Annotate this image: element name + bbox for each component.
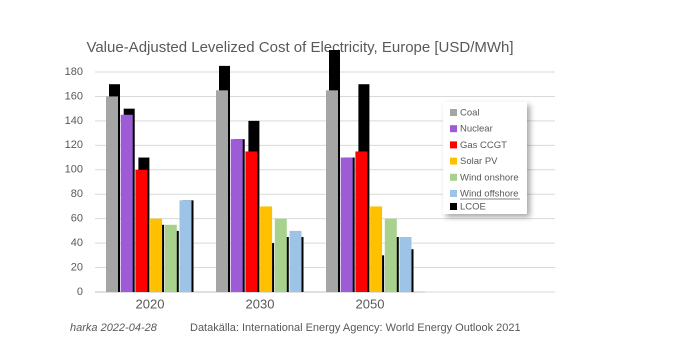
- legend-label: Solar PV: [460, 156, 498, 167]
- y-tick-label: 40: [71, 237, 83, 249]
- y-tick-label: 120: [65, 139, 83, 151]
- y-tick-label: 180: [65, 66, 83, 78]
- bar: [164, 224, 177, 292]
- bar: [370, 206, 383, 292]
- bar: [245, 151, 258, 292]
- y-tick-label: 140: [65, 115, 83, 127]
- bar: [326, 90, 338, 292]
- legend-swatch: [450, 203, 457, 210]
- bar: [230, 139, 243, 292]
- legend-swatch: [450, 190, 457, 197]
- legend-label: Wind offshore: [460, 189, 518, 200]
- bar: [106, 96, 118, 292]
- x-tick-label: 2050: [356, 296, 385, 311]
- legend-label: Nuclear: [460, 124, 493, 135]
- y-tick-label: 100: [65, 164, 83, 176]
- bar: [355, 151, 368, 292]
- bar: [274, 218, 287, 292]
- x-tick-label: 2030: [246, 296, 275, 311]
- bar: [289, 230, 302, 292]
- legend-label: Wind onshore: [460, 172, 519, 183]
- y-tick-label: 60: [71, 213, 83, 225]
- bar: [384, 218, 397, 292]
- legend-swatch: [450, 109, 457, 116]
- legend-label: LCOE: [460, 202, 486, 213]
- legend-swatch: [450, 173, 457, 181]
- bar: [135, 169, 148, 292]
- x-tick-label: 2020: [136, 296, 165, 311]
- y-tick-label: 20: [71, 261, 83, 273]
- bar: [340, 157, 353, 292]
- legend-label: Coal: [460, 108, 480, 119]
- legend-label: Gas CCGT: [460, 140, 507, 151]
- bar: [120, 114, 133, 293]
- bar: [150, 218, 163, 292]
- legend-swatch: [450, 157, 457, 165]
- bar: [179, 200, 192, 292]
- author: harka 2022-04-28: [70, 322, 158, 334]
- source: Datakälla: International Energy Agency: …: [190, 322, 521, 334]
- chart-title: Value-Adjusted Levelized Cost of Electri…: [86, 39, 513, 56]
- y-tick-label: 80: [71, 188, 83, 200]
- y-tick-label: 160: [65, 90, 83, 102]
- bar: [216, 90, 228, 292]
- y-tick-label: 0: [77, 286, 83, 298]
- legend-swatch: [450, 125, 457, 133]
- legend-swatch: [450, 141, 457, 149]
- bar: [399, 237, 412, 292]
- bar: [260, 206, 273, 292]
